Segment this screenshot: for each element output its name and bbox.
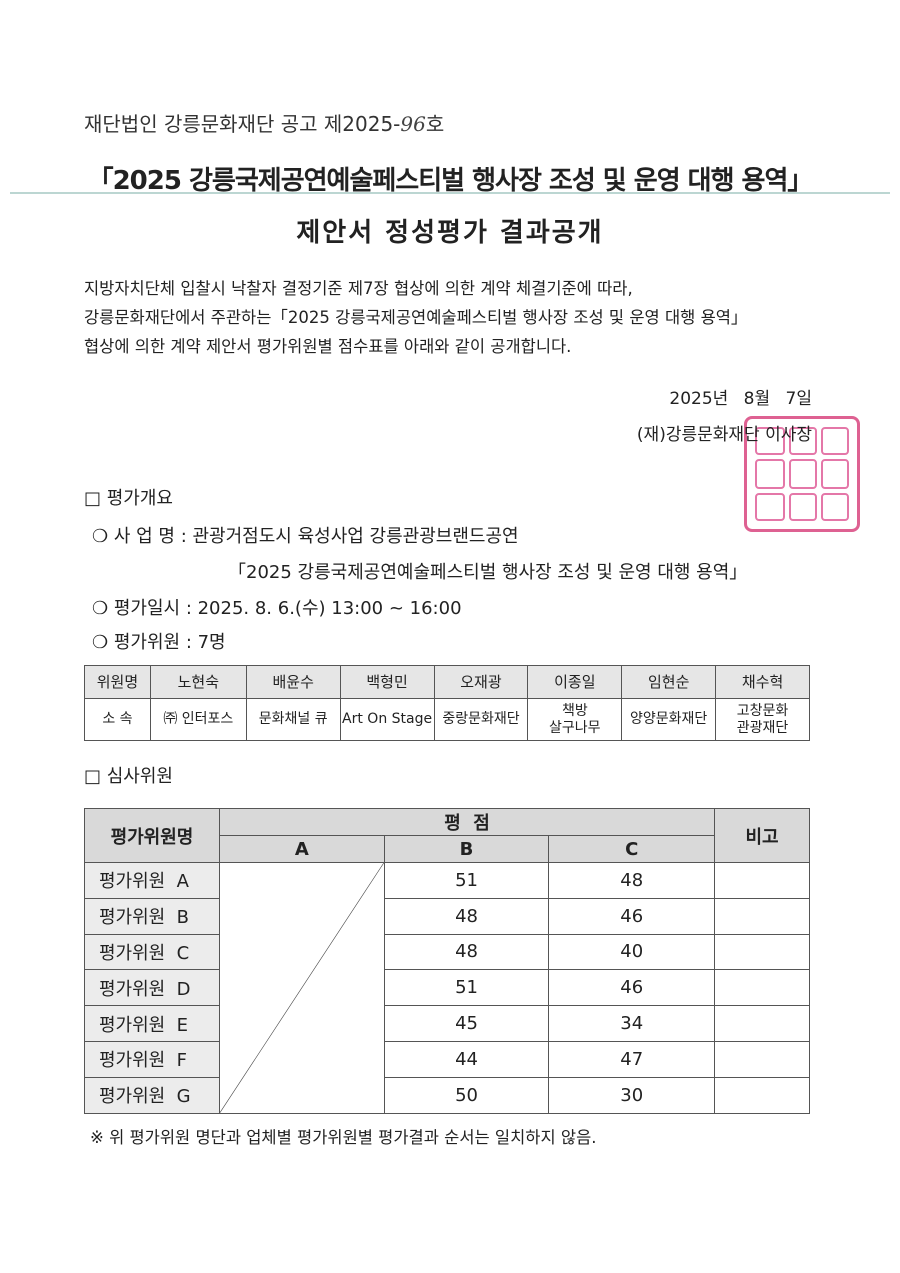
diagonal-line (220, 863, 384, 1113)
judge-name: 평가위원 E (84, 1005, 220, 1042)
score-c: 48 (548, 862, 716, 899)
note-cell (714, 1076, 810, 1114)
note-cell (714, 1005, 810, 1042)
official-seal (744, 416, 860, 532)
col-header-a: A (218, 835, 385, 863)
note-cell (714, 1040, 810, 1078)
notice-suffix: 호 (425, 112, 445, 136)
date: 2025년 8월 7일 (669, 389, 812, 409)
notice-number: 재단법인 강릉문화재단 공고 제2025-96호 (84, 108, 444, 137)
col-header-score: 평 점 (218, 808, 716, 836)
col-header-note: 비고 (714, 808, 810, 863)
score-b: 48 (383, 933, 550, 971)
section-judges-heading: □ 심사위원 (84, 766, 173, 787)
score-b: 48 (383, 897, 550, 935)
judge-name: 평가위원 A (84, 862, 220, 899)
intro-paragraph: 지방자치단체 입찰시 낙찰자 결정기준 제7장 협상에 의한 계약 체결기준에 … (84, 274, 824, 361)
member-affiliation: 책방 살구나무 (527, 698, 623, 741)
member-name: 임현순 (621, 665, 717, 699)
subtitle: 제안서 정성평가 결과공개 (296, 218, 604, 248)
committee-table: 위원명 노현숙 배윤수 백형민 오재광 이종일 임현순 채수혁 소 속 ㈜ 인터포스 문화채널 큐… (84, 665, 810, 741)
col-header-name: 평가위원명 (84, 808, 220, 863)
member-affiliation: Art On Stage (339, 698, 435, 741)
note-cell (714, 862, 810, 899)
table-row: 평가위원 E 45 34 (84, 1005, 810, 1042)
footnote: ※ 위 평가위원 명단과 업체별 평가위원별 평가결과 순서는 일치하지 않음. (90, 1128, 597, 1147)
score-b: 51 (383, 862, 550, 899)
score-c: 46 (548, 897, 716, 935)
row-label: 위원명 (84, 665, 151, 699)
member-name: 이종일 (527, 665, 623, 699)
table-row: 평가위원 G 50 30 (84, 1076, 810, 1114)
judge-name: 평가위원 C (84, 933, 220, 971)
member-name: 오재광 (433, 665, 529, 699)
notice-prefix: 재단법인 강릉문화재단 공고 제2025- (84, 112, 401, 136)
col-header-c: C (548, 835, 716, 863)
score-a-void (218, 862, 385, 1114)
intro-line: 협상에 의한 계약 제안서 평가위원별 점수표를 아래와 같이 공개합니다. (84, 337, 572, 356)
score-b: 51 (383, 969, 550, 1007)
intro-line: 강릉문화재단에서 주관하는「2025 강릉국제공연예술페스티벌 행사장 조성 및… (84, 308, 748, 327)
note-cell (714, 969, 810, 1007)
score-c: 40 (548, 933, 716, 971)
table-row: 평가위원 A 51 48 (84, 862, 810, 1114)
section-overview-heading: □ 평가개요 (84, 488, 173, 509)
judge-name: 평가위원 F (84, 1040, 220, 1078)
project-name-cont: 「2025 강릉국제공연예술페스티벌 행사장 조성 및 운영 대행 용역」 (228, 562, 748, 583)
evaluator-count: ❍ 평가위원 : 7명 (92, 632, 226, 653)
judge-name: 평가위원 G (84, 1076, 220, 1114)
member-affiliation: 문화채널 큐 (245, 698, 341, 741)
project-name: ❍ 사 업 명 : 관광거점도시 육성사업 강릉관광브랜드공연 (92, 526, 519, 547)
divider (10, 192, 890, 194)
score-b: 45 (383, 1005, 550, 1042)
score-table: 평가위원명 평 점 비고 A B C 평가위원 A 51 48 평가위원 B 48 46 평… (84, 808, 810, 1114)
member-name: 백형민 (339, 665, 435, 699)
score-c: 46 (548, 969, 716, 1007)
col-header-b: B (383, 835, 550, 863)
handwritten-number: 96 (400, 112, 426, 136)
title: 「2025 강릉국제공연예술페스티벌 행사장 조성 및 운영 대행 용역」 (87, 166, 814, 196)
score-c: 30 (548, 1076, 716, 1114)
member-affiliation: 양양문화재단 (621, 698, 717, 741)
member-name: 채수혁 (715, 665, 810, 699)
score-c: 34 (548, 1005, 716, 1042)
member-affiliation: 고창문화 관광재단 (715, 698, 810, 741)
score-b: 44 (383, 1040, 550, 1078)
issuer: (재)강릉문화재단 이사장 (636, 425, 812, 445)
member-affiliation: ㈜ 인터포스 (149, 698, 247, 741)
score-c: 47 (548, 1040, 716, 1078)
row-label: 소 속 (84, 698, 151, 741)
intro-line: 지방자치단체 입찰시 낙찰자 결정기준 제7장 협상에 의한 계약 체결기준에 … (84, 279, 633, 298)
judge-name: 평가위원 D (84, 969, 220, 1007)
member-affiliation: 중랑문화재단 (433, 698, 529, 741)
table-row: 평가위원 F 44 47 (84, 1040, 810, 1078)
table-row: 평가위원 D 51 46 (84, 969, 810, 1007)
judge-name: 평가위원 B (84, 897, 220, 935)
table-row: 평가위원 C 48 40 (84, 933, 810, 971)
table-row: 평가위원 B 48 46 (84, 897, 810, 935)
note-cell (714, 897, 810, 935)
member-name: 노현숙 (149, 665, 247, 699)
evaluation-date: ❍ 평가일시 : 2025. 8. 6.(수) 13:00 ~ 16:00 (92, 598, 462, 619)
note-cell (714, 933, 810, 971)
score-b: 50 (383, 1076, 550, 1114)
member-name: 배윤수 (245, 665, 341, 699)
